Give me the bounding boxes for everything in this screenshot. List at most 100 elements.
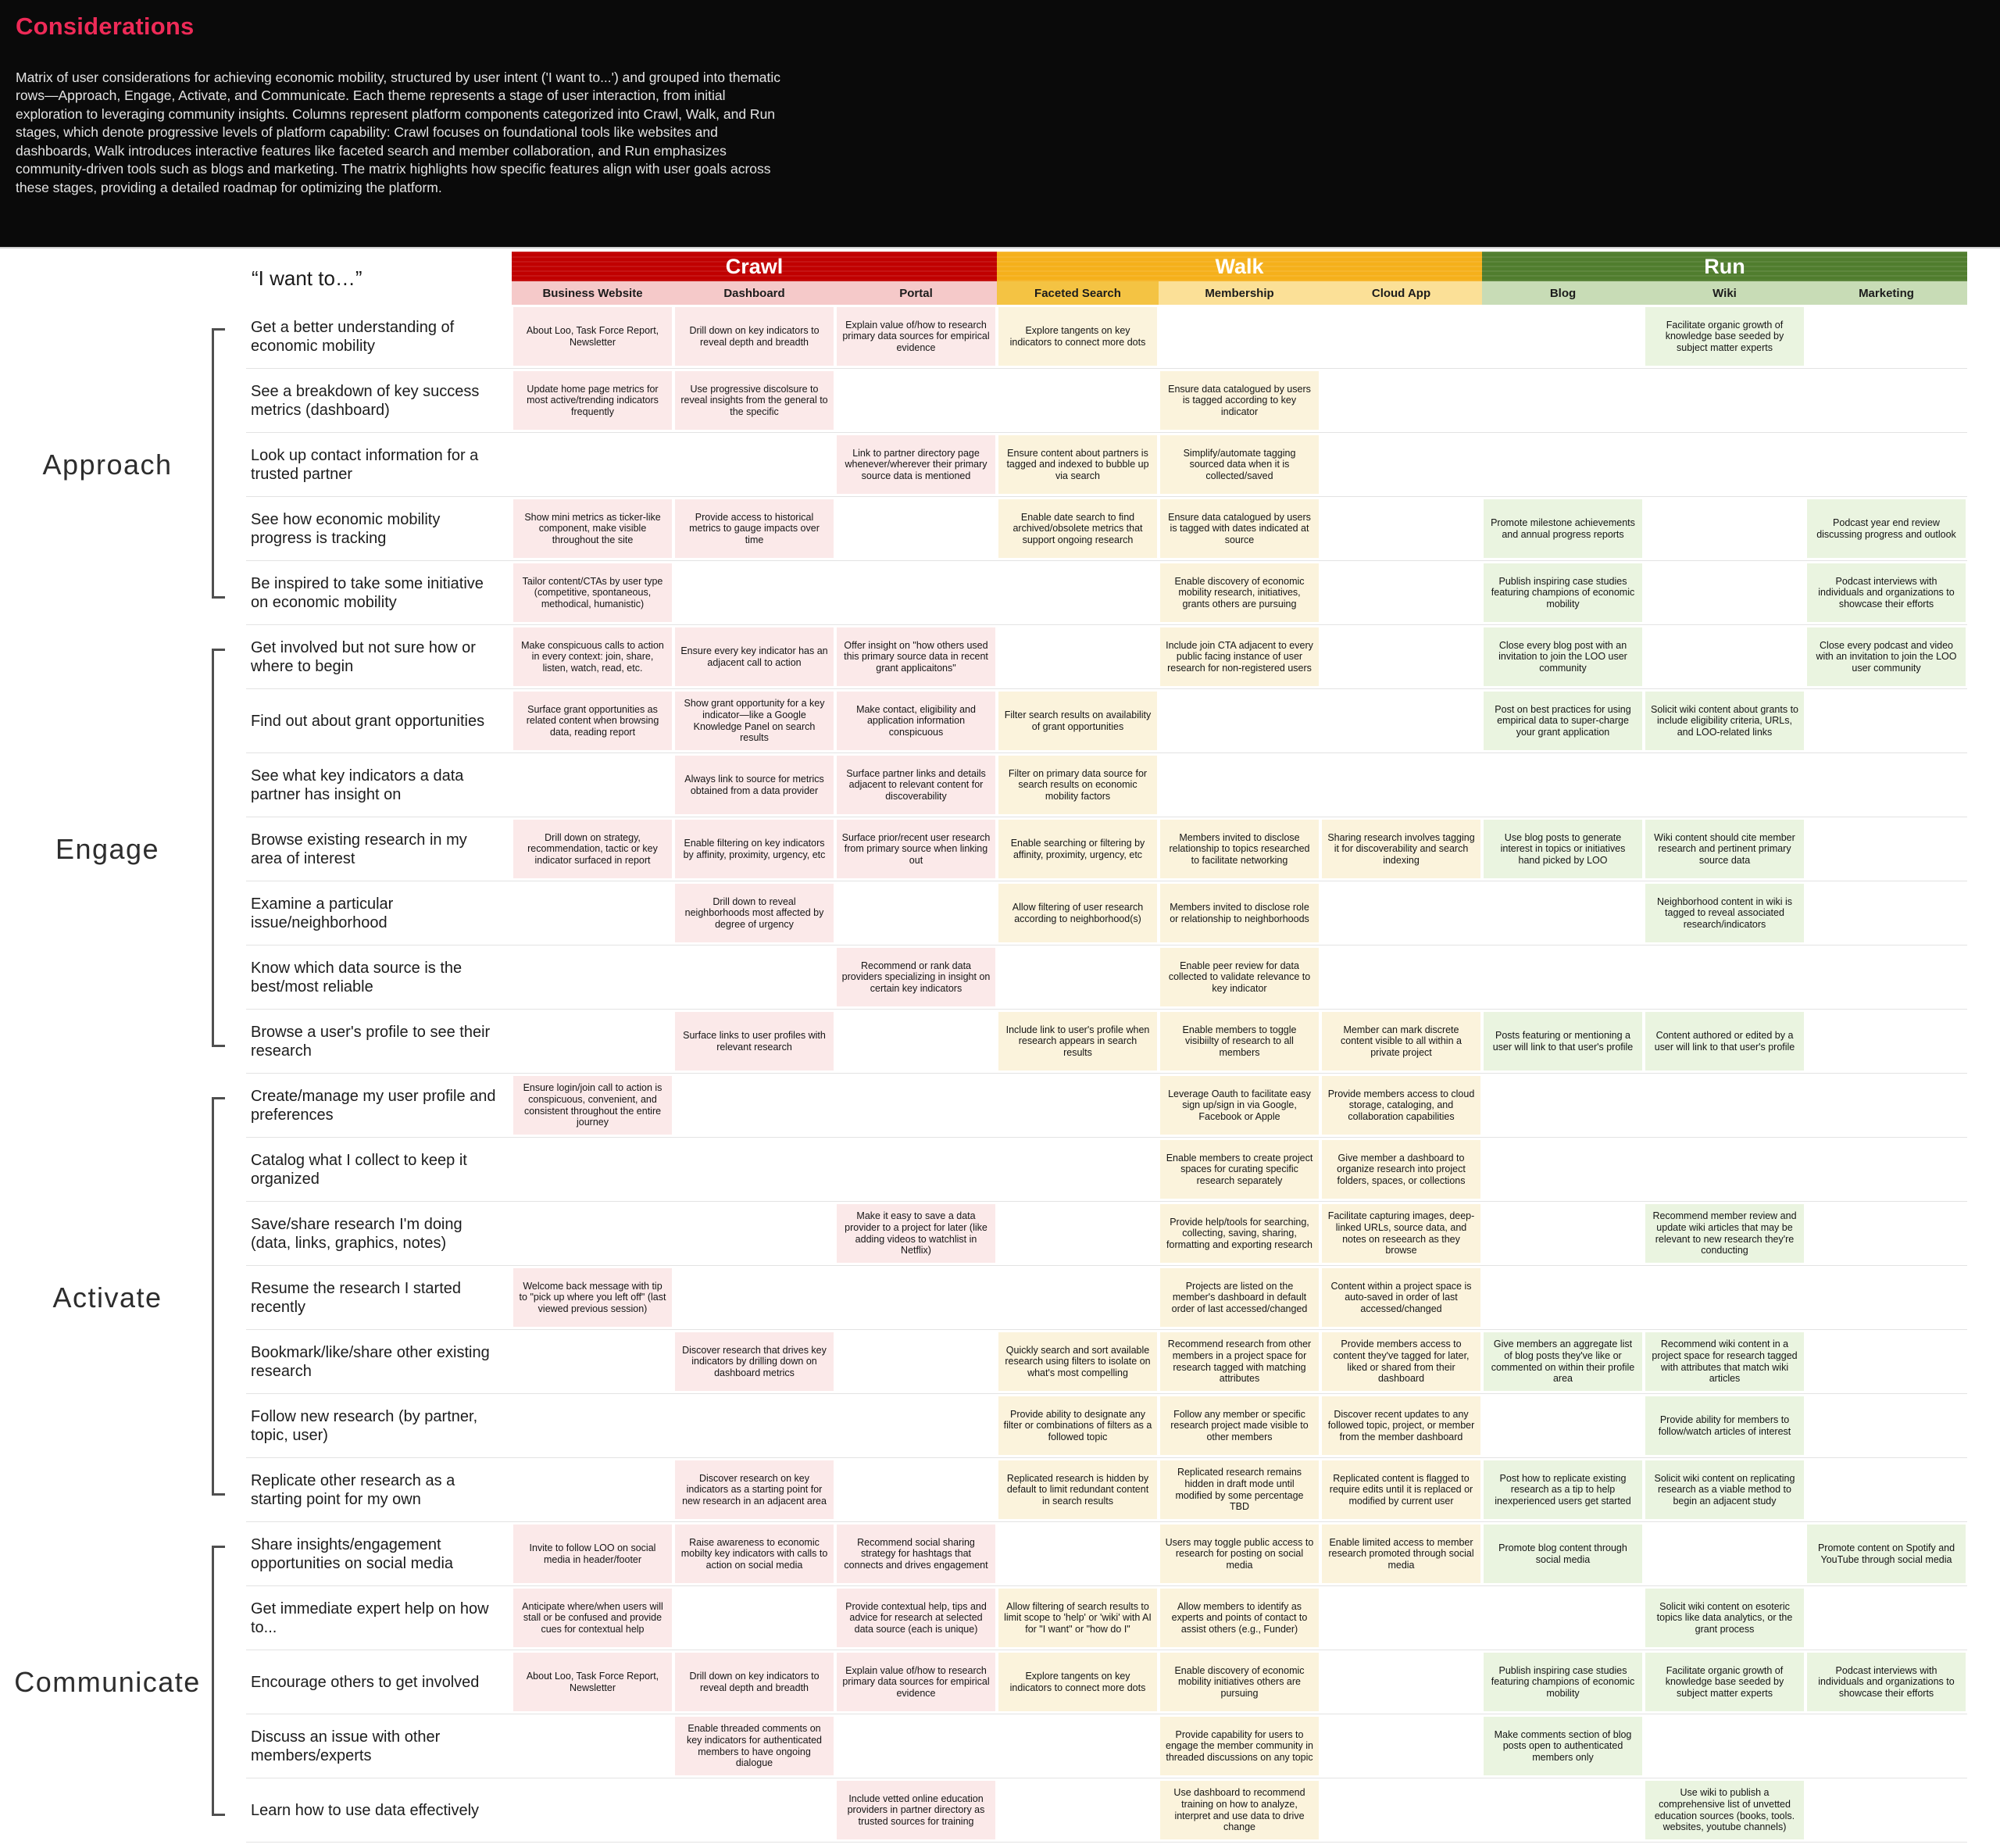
cell-text: Ensure login/join call to action is cons… [513, 1076, 672, 1135]
cell-text: Recommend social sharing strategy for ha… [837, 1525, 995, 1583]
cell-text: Replicated research is hidden by default… [998, 1460, 1157, 1519]
cell-marketing [1805, 1394, 1967, 1458]
cell-faceted-search: Include link to user's profile when rese… [997, 1010, 1159, 1074]
cell-text: Provide ability for members to follow/wa… [1645, 1396, 1804, 1455]
cell-text: Projects are listed on the member's dash… [1160, 1268, 1319, 1327]
cell-text: Use progressive discolsure to reveal ins… [675, 371, 834, 430]
cell-text: Explore tangents on key indicators to co… [998, 307, 1157, 366]
group-activate: Activate Create/manage my user profile an… [8, 1074, 2000, 1522]
cell-faceted-search [997, 1522, 1159, 1586]
cell-text: Recommend wiki content in a project spac… [1645, 1332, 1804, 1391]
cell-text: Podcast year end review discussing progr… [1807, 499, 1966, 558]
cell-business-website: Show mini metrics as ticker-like compone… [512, 497, 673, 561]
cell-text: Make conspicuous calls to action in ever… [513, 627, 672, 686]
stage-header-walk: Walk [997, 252, 1482, 281]
cell-membership: Leverage Oauth to facilitate easy sign u… [1159, 1074, 1320, 1138]
group-label-approach: Approach [42, 449, 173, 481]
cell-text: Promote content on Spotify and YouTube t… [1807, 1525, 1966, 1583]
cell-membership: Enable members to toggle visibiilty of r… [1159, 1010, 1320, 1074]
cell-text: Close every podcast and video with an in… [1807, 627, 1966, 686]
row-intent: See what key indicators a data partner h… [246, 753, 512, 817]
cell-portal [835, 1330, 997, 1394]
cell-dashboard [673, 945, 835, 1010]
cell-text: Enable limited access to member research… [1322, 1525, 1480, 1583]
cell-cloud-app: Facilitate capturing images, deep-linked… [1320, 1202, 1482, 1266]
cell-marketing: Podcast year end review discussing progr… [1805, 497, 1967, 561]
cell-text: Offer insight on "how others used this p… [837, 627, 995, 686]
cell-text: Filter on primary data source for search… [998, 756, 1157, 814]
cell-dashboard: Ensure every key indicator has an adjace… [673, 625, 835, 689]
cell-business-website: Invite to follow LOO on social media in … [512, 1522, 673, 1586]
cell-text: Ensure data catalogued by users is tagge… [1160, 371, 1319, 430]
cell-text: Provide access to historical metrics to … [675, 499, 834, 558]
cell-dashboard: Discover research on key indicators as a… [673, 1458, 835, 1522]
row-intent: Be inspired to take some initiative on e… [246, 561, 512, 625]
cell-portal [835, 369, 997, 433]
cell-portal [835, 1138, 997, 1202]
cell-marketing [1805, 305, 1967, 369]
cell-dashboard [673, 433, 835, 497]
cell-cloud-app [1320, 561, 1482, 625]
cell-business-website [512, 1330, 673, 1394]
cell-marketing [1805, 945, 1967, 1010]
cell-cloud-app: Discover recent updates to any followed … [1320, 1394, 1482, 1458]
cell-portal: Offer insight on "how others used this p… [835, 625, 997, 689]
cell-business-website: Tailor content/CTAs by user type (compet… [512, 561, 673, 625]
intro-panel: Considerations Matrix of user considerat… [0, 0, 2000, 248]
cell-text: Members invited to disclose relationship… [1160, 820, 1319, 878]
cell-portal [835, 1394, 997, 1458]
stage-header-run: Run [1482, 252, 1967, 281]
row-intent: Get involved but not sure how or where t… [246, 625, 512, 689]
cell-text: Update home page metrics for most active… [513, 371, 672, 430]
row-intent: See a breakdown of key success metrics (… [246, 369, 512, 433]
cell-business-website: About Loo, Task Force Report, Newsletter [512, 1650, 673, 1714]
cell-text: Facilitate organic growth of knowledge b… [1645, 1653, 1804, 1711]
cell-text: Raise awareness to economic mobilty key … [675, 1525, 834, 1583]
group-bracket [212, 1097, 225, 1496]
row-intent: Know which data source is the best/most … [246, 945, 512, 1010]
cell-wiki: Use wiki to publish a comprehensive list… [1644, 1778, 1805, 1843]
cell-faceted-search: Replicated research is hidden by default… [997, 1458, 1159, 1522]
cell-text: Ensure content about partners is tagged … [998, 435, 1157, 494]
group-label-activate: Activate [52, 1281, 162, 1314]
cell-text: Allow members to identify as experts and… [1160, 1589, 1319, 1647]
cell-business-website: Anticipate where/when users will stall o… [512, 1586, 673, 1650]
cell-blog [1482, 753, 1644, 817]
cell-wiki: Solicit wiki content on replicating rese… [1644, 1458, 1805, 1522]
cell-marketing [1805, 1266, 1967, 1330]
row-intent: Encourage others to get involved [246, 1650, 512, 1714]
cell-text: Link to partner directory page whenever/… [837, 435, 995, 494]
group-label-communicate: Communicate [14, 1666, 201, 1698]
cell-blog: Promote milestone achievements and annua… [1482, 497, 1644, 561]
cell-wiki: Provide ability for members to follow/wa… [1644, 1394, 1805, 1458]
cell-business-website [512, 1202, 673, 1266]
cell-text: Include vetted online education provider… [837, 1781, 995, 1839]
cell-text: Content authored or edited by a user wil… [1645, 1012, 1804, 1071]
cell-faceted-search: Explore tangents on key indicators to co… [997, 305, 1159, 369]
row-intent: Discuss an issue with other members/expe… [246, 1714, 512, 1778]
cell-text: Use dashboard to recommend training on h… [1160, 1781, 1319, 1839]
cell-text: Discover recent updates to any followed … [1322, 1396, 1480, 1455]
cell-text: Drill down on strategy, recommendation, … [513, 820, 672, 878]
cell-text: Provide ability to designate any filter … [998, 1396, 1157, 1455]
cell-text: Include link to user's profile when rese… [998, 1012, 1157, 1071]
cell-blog: Promote blog content through social medi… [1482, 1522, 1644, 1586]
cell-marketing [1805, 1202, 1967, 1266]
cell-cloud-app: Provide members access to cloud storage,… [1320, 1074, 1482, 1138]
cell-cloud-app: Provide members access to content they'v… [1320, 1330, 1482, 1394]
cell-text: Make contact, eligibility and applicatio… [837, 692, 995, 750]
cell-marketing [1805, 433, 1967, 497]
row-intent: Create/manage my user profile and prefer… [246, 1074, 512, 1138]
cell-faceted-search: Filter on primary data source for search… [997, 753, 1159, 817]
cell-blog [1482, 1074, 1644, 1138]
cell-dashboard [673, 1074, 835, 1138]
cell-wiki [1644, 1714, 1805, 1778]
cell-blog: Posts featuring or mentioning a user wil… [1482, 1010, 1644, 1074]
cell-text: About Loo, Task Force Report, Newsletter [513, 1653, 672, 1711]
cell-cloud-app [1320, 753, 1482, 817]
cell-blog [1482, 945, 1644, 1010]
cell-text: Drill down on key indicators to reveal d… [675, 307, 834, 366]
cell-faceted-search [997, 945, 1159, 1010]
cell-text: Ensure data catalogued by users is tagge… [1160, 499, 1319, 558]
column-header-wiki: Wiki [1644, 281, 1805, 305]
